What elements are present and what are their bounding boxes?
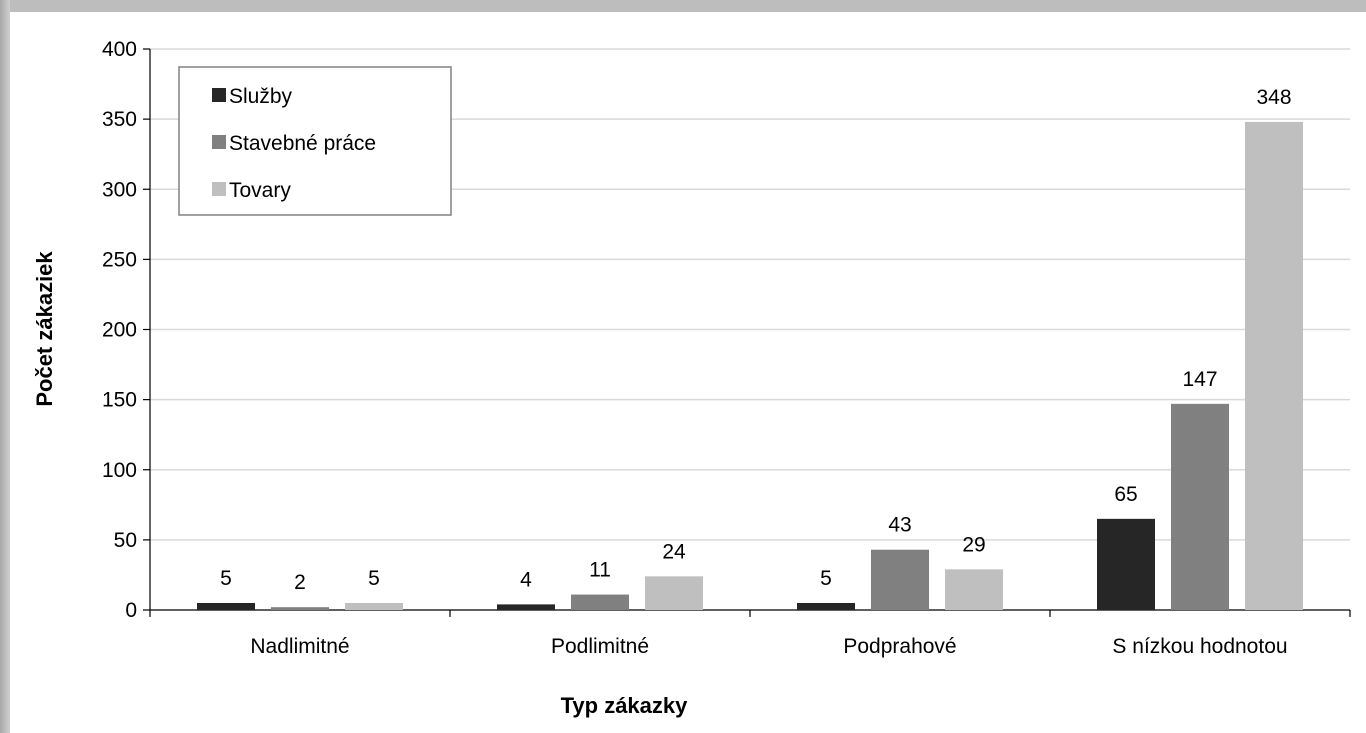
bar — [1245, 121, 1303, 611]
bar — [271, 607, 329, 610]
x-axis: Nadlimitné Podlimitné Podprahové S nízkou h… — [149, 609, 1351, 658]
x-tick-label: S nízkou hodnotou — [1112, 635, 1287, 658]
legend-swatch — [212, 135, 226, 149]
y-axis: 0 50 100 150 200 250 300 350 400 — [102, 38, 151, 622]
bar — [945, 569, 1003, 610]
data-label: 11 — [589, 559, 611, 582]
window-frame-left — [0, 0, 10, 733]
data-label: 5 — [368, 567, 380, 590]
y-tick-label: 50 — [114, 529, 137, 552]
legend-label: Tovary — [229, 179, 291, 202]
data-label: 348 — [1256, 86, 1291, 109]
y-tick-label: 300 — [102, 178, 137, 201]
bars — [197, 121, 1303, 611]
data-label: 65 — [1114, 483, 1137, 506]
data-label: 29 — [962, 533, 985, 556]
data-label: 43 — [888, 514, 911, 537]
y-tick-label: 0 — [125, 599, 137, 622]
bar — [797, 602, 855, 610]
y-tick-label: 350 — [102, 108, 137, 131]
legend-label: Služby — [229, 85, 293, 108]
bar — [645, 576, 703, 610]
y-tick-label: 250 — [102, 248, 137, 271]
bar — [497, 604, 555, 610]
y-tick-label: 400 — [102, 38, 137, 61]
legend-swatch — [212, 88, 226, 102]
y-axis-title: Počet zákaziek — [32, 251, 57, 407]
legend-swatch — [212, 182, 226, 196]
bar — [1097, 518, 1155, 610]
x-tick-label: Podprahové — [843, 635, 956, 658]
bar — [1171, 403, 1229, 610]
x-tick-label: Nadlimitné — [250, 635, 349, 658]
legend: Služby Stavebné práce Tovary — [178, 66, 452, 216]
data-label: 24 — [662, 540, 686, 563]
data-labels: 5 2 5 4 11 24 5 43 29 65 147 348 — [220, 86, 1291, 594]
data-label: 4 — [520, 568, 532, 591]
x-axis-title: Typ zákazky — [561, 693, 689, 718]
bar — [571, 594, 629, 610]
y-tick-label: 100 — [102, 459, 137, 482]
legend-label: Stavebné práce — [229, 132, 376, 155]
bar — [345, 602, 403, 610]
y-tick-label: 200 — [102, 319, 137, 342]
bar — [871, 549, 929, 610]
bar — [197, 602, 255, 610]
data-label: 5 — [820, 567, 832, 590]
data-label: 147 — [1182, 368, 1217, 391]
data-label: 2 — [294, 571, 306, 594]
x-tick-label: Podlimitné — [551, 635, 649, 658]
data-label: 5 — [220, 567, 232, 590]
y-tick-label: 150 — [102, 389, 137, 412]
